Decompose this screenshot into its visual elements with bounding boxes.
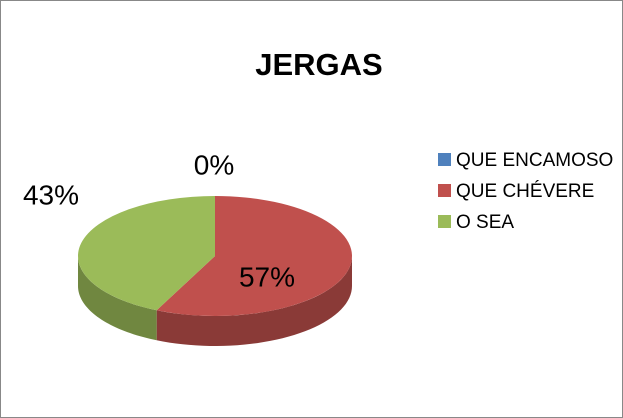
- legend-item: QUE CHÉVERE: [436, 178, 622, 205]
- legend-swatch: [438, 184, 451, 197]
- pie-slice: [156, 196, 353, 316]
- legend-swatch: [438, 215, 451, 228]
- legend-swatch: [438, 153, 451, 166]
- legend-label: QUE CHÉVERE: [456, 181, 595, 202]
- legend: QUE ENCAMOSO QUE CHÉVERE O SEA: [436, 147, 622, 240]
- legend-label: O SEA: [456, 212, 515, 233]
- pie-side: [156, 256, 352, 346]
- legend-label: QUE ENCAMOSO: [456, 150, 614, 171]
- legend-item: QUE ENCAMOSO: [436, 147, 622, 174]
- data-label: 0%: [194, 149, 234, 180]
- data-label: 57%: [239, 261, 295, 292]
- pie-slice: [78, 196, 215, 311]
- pie-side: [78, 256, 157, 341]
- data-label: 43%: [23, 179, 79, 210]
- chart-title: JERGAS: [255, 47, 382, 82]
- legend-item: O SEA: [436, 209, 622, 236]
